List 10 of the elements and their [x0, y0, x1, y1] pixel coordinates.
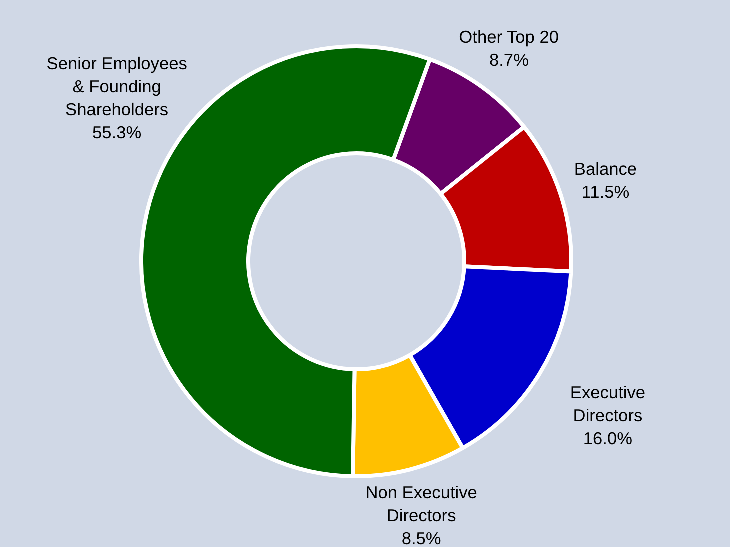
- slice-label: Balance: [574, 159, 638, 180]
- data-label: 8.7%: [489, 50, 529, 70]
- slice-label: Senior Employees & Founding Shareholders: [46, 53, 188, 120]
- data-label: 8.5%: [402, 528, 442, 547]
- data-label: 11.5%: [582, 182, 630, 202]
- data-label: 16.0%: [583, 428, 633, 449]
- slice-label: Other Top 20: [459, 27, 560, 48]
- data-label: 55.3%: [92, 122, 142, 142]
- slice-label: Executive Directors: [570, 382, 646, 426]
- slice-label: Non Executive Directors: [366, 482, 478, 526]
